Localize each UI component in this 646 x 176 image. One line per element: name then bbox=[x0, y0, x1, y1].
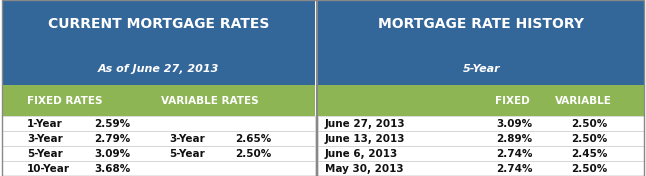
Text: May 30, 2013: May 30, 2013 bbox=[325, 164, 404, 174]
Text: 3-Year: 3-Year bbox=[169, 134, 205, 144]
FancyBboxPatch shape bbox=[2, 0, 315, 53]
Text: 3.09%: 3.09% bbox=[94, 149, 130, 159]
FancyBboxPatch shape bbox=[2, 116, 315, 131]
Text: 5-Year: 5-Year bbox=[169, 149, 205, 159]
FancyBboxPatch shape bbox=[318, 116, 644, 131]
FancyBboxPatch shape bbox=[2, 161, 315, 176]
FancyBboxPatch shape bbox=[318, 131, 644, 146]
Text: CURRENT MORTGAGE RATES: CURRENT MORTGAGE RATES bbox=[48, 17, 269, 31]
Text: 2.50%: 2.50% bbox=[235, 149, 271, 159]
FancyBboxPatch shape bbox=[318, 0, 644, 53]
Text: 10-Year: 10-Year bbox=[27, 164, 70, 174]
Text: 2.45%: 2.45% bbox=[571, 149, 607, 159]
Text: VARIABLE RATES: VARIABLE RATES bbox=[161, 96, 258, 106]
Text: 2.74%: 2.74% bbox=[496, 164, 532, 174]
Text: 3-Year: 3-Year bbox=[27, 134, 63, 144]
FancyBboxPatch shape bbox=[318, 53, 644, 85]
Text: 2.65%: 2.65% bbox=[235, 134, 271, 144]
Text: 2.74%: 2.74% bbox=[496, 149, 532, 159]
Text: 2.59%: 2.59% bbox=[94, 119, 130, 129]
Text: 5-Year: 5-Year bbox=[463, 64, 500, 74]
Text: June 6, 2013: June 6, 2013 bbox=[325, 149, 398, 159]
Text: 2.50%: 2.50% bbox=[571, 119, 607, 129]
FancyBboxPatch shape bbox=[2, 53, 315, 85]
Text: 1-Year: 1-Year bbox=[27, 119, 63, 129]
Text: 2.50%: 2.50% bbox=[571, 134, 607, 144]
Text: 2.50%: 2.50% bbox=[571, 164, 607, 174]
Text: 2.89%: 2.89% bbox=[496, 134, 532, 144]
FancyBboxPatch shape bbox=[2, 131, 315, 146]
FancyBboxPatch shape bbox=[318, 146, 644, 161]
Text: MORTGAGE RATE HISTORY: MORTGAGE RATE HISTORY bbox=[379, 17, 584, 31]
Text: FIXED RATES: FIXED RATES bbox=[26, 96, 102, 106]
Text: 2.79%: 2.79% bbox=[94, 134, 130, 144]
Text: June 13, 2013: June 13, 2013 bbox=[325, 134, 406, 144]
Text: VARIABLE: VARIABLE bbox=[556, 96, 612, 106]
Text: FIXED: FIXED bbox=[495, 96, 530, 106]
Text: 5-Year: 5-Year bbox=[27, 149, 63, 159]
Text: As of June 27, 2013: As of June 27, 2013 bbox=[98, 64, 219, 74]
Text: 3.68%: 3.68% bbox=[94, 164, 130, 174]
FancyBboxPatch shape bbox=[2, 146, 315, 161]
FancyBboxPatch shape bbox=[318, 85, 644, 116]
FancyBboxPatch shape bbox=[318, 161, 644, 176]
Text: 3.09%: 3.09% bbox=[496, 119, 532, 129]
FancyBboxPatch shape bbox=[2, 85, 315, 116]
Text: June 27, 2013: June 27, 2013 bbox=[325, 119, 406, 129]
